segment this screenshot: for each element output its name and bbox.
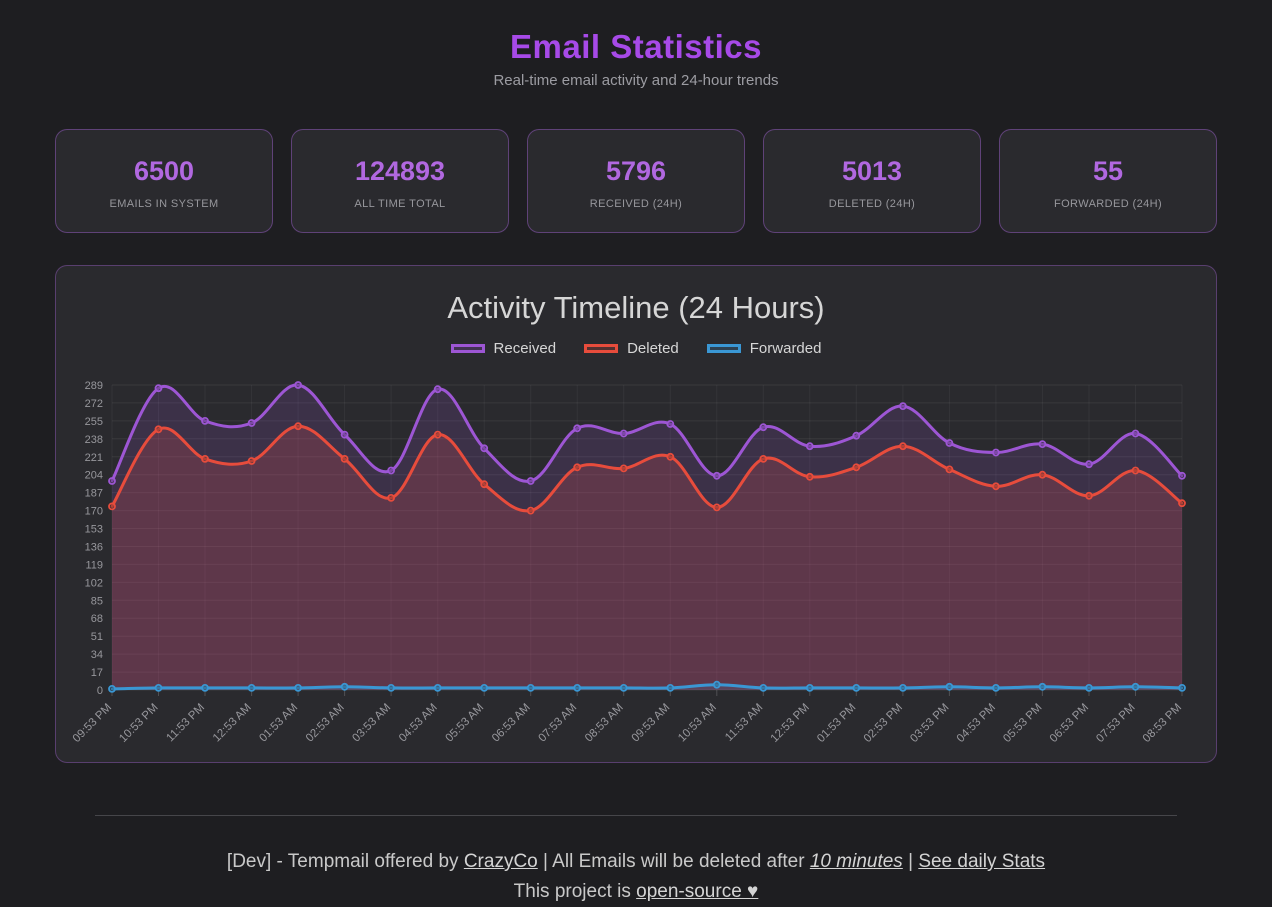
svg-text:170: 170 bbox=[85, 506, 103, 518]
stat-card-deleted-24h: 5013 DELETED (24H) bbox=[763, 129, 981, 233]
activity-timeline-chart[interactable]: 0 17 34 51 68 85 102 119 136 153 170 187 204 221 238 25… bbox=[56, 364, 1216, 760]
legend-label: Forwarded bbox=[749, 339, 822, 357]
svg-text:204: 204 bbox=[85, 470, 103, 482]
legend-item-received[interactable]: Received bbox=[450, 339, 557, 357]
svg-text:12:53 AM: 12:53 AM bbox=[211, 702, 254, 745]
footer-line-1: [Dev] - Tempmail offered by CrazyCo | Al… bbox=[0, 847, 1272, 877]
footer-text-line2: This project is bbox=[513, 881, 637, 902]
svg-text:04:53 PM: 04:53 PM bbox=[955, 702, 998, 745]
stat-label: EMAILS IN SYSTEM bbox=[109, 198, 219, 210]
footer-text-mid2: | bbox=[902, 851, 919, 872]
svg-text:10:53 AM: 10:53 AM bbox=[676, 702, 719, 745]
svg-text:01:53 PM: 01:53 PM bbox=[815, 702, 858, 745]
svg-text:187: 187 bbox=[85, 488, 103, 500]
svg-text:11:53 AM: 11:53 AM bbox=[723, 702, 765, 744]
footer-divider bbox=[95, 815, 1177, 816]
svg-text:12:53 PM: 12:53 PM bbox=[769, 702, 812, 745]
stat-card-emails-in-system: 6500 EMAILS IN SYSTEM bbox=[55, 129, 273, 233]
legend-swatch-deleted bbox=[584, 343, 619, 353]
svg-text:01:53 AM: 01:53 AM bbox=[257, 702, 300, 745]
svg-text:221: 221 bbox=[85, 452, 103, 464]
chart-card: Activity Timeline (24 Hours) Received Del… bbox=[55, 265, 1217, 763]
svg-text:08:53 AM: 08:53 AM bbox=[583, 702, 626, 745]
stat-card-forwarded-24h: 55 FORWARDED (24H) bbox=[999, 129, 1217, 233]
svg-text:11:53 PM: 11:53 PM bbox=[164, 702, 207, 745]
svg-text:06:53 AM: 06:53 AM bbox=[490, 702, 533, 745]
legend-label: Deleted bbox=[627, 339, 679, 357]
stat-card-all-time-total: 124893 ALL TIME TOTAL bbox=[291, 129, 509, 233]
stat-value: 6500 bbox=[133, 156, 195, 186]
svg-text:09:53 PM: 09:53 PM bbox=[71, 702, 114, 745]
svg-text:06:53 PM: 06:53 PM bbox=[1048, 702, 1091, 745]
svg-text:10:53 PM: 10:53 PM bbox=[117, 702, 160, 745]
page-subtitle: Real-time email activity and 24-hour tre… bbox=[493, 72, 779, 89]
svg-text:153: 153 bbox=[85, 524, 103, 536]
stat-value: 55 bbox=[1092, 156, 1124, 186]
chart-title: Activity Timeline (24 Hours) bbox=[447, 290, 825, 325]
stat-label: ALL TIME TOTAL bbox=[354, 198, 446, 210]
svg-text:09:53 AM: 09:53 AM bbox=[630, 702, 673, 745]
page-header: Email Statistics Real-time email activit… bbox=[0, 0, 1272, 89]
ten-minutes-link[interactable]: 10 minutes bbox=[809, 851, 903, 872]
crazyco-link[interactable]: CrazyCo bbox=[463, 851, 538, 872]
svg-text:272: 272 bbox=[85, 398, 103, 410]
svg-text:51: 51 bbox=[91, 631, 103, 643]
svg-text:05:53 PM: 05:53 PM bbox=[1001, 702, 1044, 745]
svg-text:119: 119 bbox=[85, 559, 103, 571]
svg-text:136: 136 bbox=[85, 542, 103, 554]
stat-value: 5013 bbox=[841, 156, 903, 186]
svg-text:289: 289 bbox=[85, 380, 103, 392]
svg-text:04:53 AM: 04:53 AM bbox=[397, 702, 440, 745]
svg-text:102: 102 bbox=[85, 577, 103, 589]
daily-stats-link[interactable]: See daily Stats bbox=[918, 851, 1046, 872]
svg-text:238: 238 bbox=[85, 434, 103, 446]
stat-label: FORWARDED (24H) bbox=[1053, 198, 1163, 210]
stat-label: RECEIVED (24H) bbox=[589, 198, 683, 210]
svg-text:34: 34 bbox=[91, 649, 103, 661]
svg-text:0: 0 bbox=[97, 685, 103, 697]
stat-card-received-24h: 5796 RECEIVED (24H) bbox=[527, 129, 745, 233]
legend-swatch-received bbox=[450, 343, 485, 353]
legend-label: Received bbox=[493, 339, 557, 357]
svg-text:68: 68 bbox=[91, 613, 103, 625]
svg-text:17: 17 bbox=[91, 667, 103, 679]
footer: [Dev] - Tempmail offered by CrazyCo | Al… bbox=[0, 847, 1272, 907]
svg-text:07:53 PM: 07:53 PM bbox=[1094, 702, 1137, 745]
stat-value: 5796 bbox=[605, 156, 667, 186]
page-title: Email Statistics bbox=[510, 28, 762, 65]
svg-text:08:53 PM: 08:53 PM bbox=[1141, 702, 1184, 745]
stats-row: 6500 EMAILS IN SYSTEM 124893 ALL TIME TO… bbox=[55, 129, 1217, 233]
svg-text:255: 255 bbox=[85, 416, 103, 428]
footer-line-2: This project is open-source ♥ bbox=[0, 877, 1272, 907]
footer-text-mid1: | All Emails will be deleted after bbox=[537, 851, 810, 872]
legend-item-deleted[interactable]: Deleted bbox=[584, 340, 679, 357]
svg-text:02:53 AM: 02:53 AM bbox=[304, 702, 347, 745]
svg-text:03:53 AM: 03:53 AM bbox=[350, 702, 393, 745]
svg-text:05:53 AM: 05:53 AM bbox=[443, 702, 486, 745]
chart-legend: Received Deleted Forwarded bbox=[56, 339, 1216, 357]
open-source-link[interactable]: open-source ♥ bbox=[636, 881, 759, 902]
legend-swatch-forwarded bbox=[706, 343, 741, 353]
stat-value: 124893 bbox=[354, 156, 446, 186]
legend-item-forwarded[interactable]: Forwarded bbox=[706, 339, 822, 357]
footer-text-prefix: [Dev] - Tempmail offered by bbox=[226, 851, 464, 872]
svg-text:07:53 AM: 07:53 AM bbox=[536, 702, 579, 745]
svg-text:02:53 PM: 02:53 PM bbox=[862, 702, 905, 745]
svg-text:85: 85 bbox=[91, 595, 103, 607]
stat-label: DELETED (24H) bbox=[828, 198, 916, 210]
svg-text:03:53 PM: 03:53 PM bbox=[908, 702, 951, 745]
